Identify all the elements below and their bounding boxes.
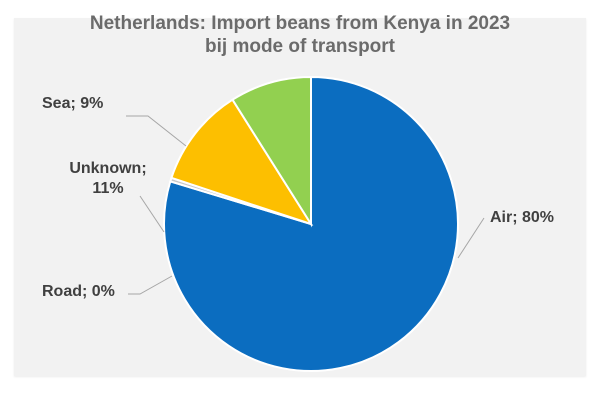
chart-title-line-2: bij mode of transport: [205, 36, 395, 57]
data-label-air: Air; 80%: [490, 209, 554, 226]
data-label-unknown: Unknown; 11%: [69, 160, 146, 197]
data-label-sea: Sea; 9%: [42, 95, 103, 112]
pie-slice-unknown: [170, 98, 314, 226]
chart-title-line-1: Netherlands: Import beans from Kenya in …: [89, 13, 511, 34]
leader-line-air: [457, 217, 485, 259]
chart-title: Netherlands: Import beans from Kenya in …: [0, 12, 600, 58]
leader-line-unknown: [139, 195, 165, 233]
leader-line-sea: [126, 115, 187, 147]
pie-slice-sea: [231, 75, 312, 228]
leader-line-road: [128, 275, 173, 295]
data-label-road: Road; 0%: [42, 283, 115, 300]
